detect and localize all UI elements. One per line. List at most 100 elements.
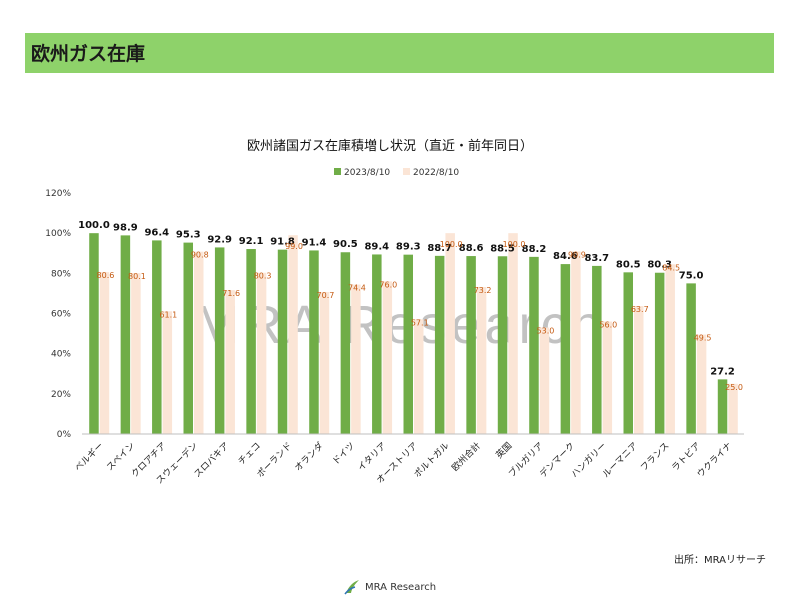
bar-2023 xyxy=(340,252,351,434)
data-label-2023: 84.6 xyxy=(553,251,578,262)
data-label-2023: 27.2 xyxy=(710,366,735,377)
data-label-2022: 80.3 xyxy=(254,272,272,281)
bar-2022 xyxy=(571,251,581,434)
bar-2023 xyxy=(466,256,476,434)
bar-2022 xyxy=(539,327,550,434)
data-label-2023: 88.5 xyxy=(490,243,515,254)
bar-2022 xyxy=(445,233,455,434)
bar-2023 xyxy=(89,233,99,434)
y-tick-label: 60% xyxy=(51,310,71,320)
bar-2023 xyxy=(277,249,288,434)
data-label-2022: 84.5 xyxy=(662,263,680,272)
data-label-2022: 63.7 xyxy=(631,305,649,314)
bar-2023 xyxy=(529,256,539,434)
bar-2022 xyxy=(162,311,173,434)
logo-icon xyxy=(344,580,359,595)
bar-2022 xyxy=(351,284,361,434)
legend-label-2023: 2023/8/10 xyxy=(344,168,390,178)
data-label-2023: 91.4 xyxy=(302,237,327,248)
data-label-2023: 100.0 xyxy=(78,220,110,231)
bar-2023 xyxy=(686,283,696,434)
bar-2022 xyxy=(634,306,644,434)
x-tick-label: 英国 xyxy=(493,440,514,461)
bar-2022 xyxy=(131,273,141,434)
bar-2023 xyxy=(246,249,256,434)
x-tick-label: スペイン xyxy=(105,441,137,473)
x-tick-label: 欧州合計 xyxy=(449,440,483,474)
data-label-2023: 89.3 xyxy=(396,242,421,253)
legend-swatch-2023 xyxy=(334,168,341,175)
legend-label-2022: 2022/8/10 xyxy=(413,168,459,178)
data-label-2022: 53.0 xyxy=(537,327,555,336)
data-label-2022: 71.6 xyxy=(222,289,240,298)
data-label-2022: 99.0 xyxy=(285,242,303,251)
data-label-2023: 88.6 xyxy=(459,243,484,254)
x-tick-label: ベルギー xyxy=(73,440,106,473)
data-label-2023: 88.2 xyxy=(522,244,547,255)
data-label-2023: 98.9 xyxy=(113,222,138,233)
bar-2023 xyxy=(309,250,319,434)
x-axis-labels: ベルギー スペインクロアチアスウェーデンスロバキア チェコポーランドオランダ ドイツイ… xyxy=(73,440,735,487)
legend-swatch-2022 xyxy=(403,168,410,175)
y-tick-label: 80% xyxy=(51,269,71,279)
page-title: 欧州ガス在庫 xyxy=(31,43,146,65)
data-label-2022: 80.6 xyxy=(97,271,115,280)
bar-2023 xyxy=(120,235,131,434)
data-label-2022: 80.1 xyxy=(128,272,146,281)
bar-2023 xyxy=(497,256,508,434)
source-note: 出所：MRAリサーチ xyxy=(673,555,766,566)
data-label-2022: 70.7 xyxy=(317,291,335,300)
data-label-2023: 91.8 xyxy=(270,237,295,248)
x-tick-label: フランス xyxy=(638,440,671,473)
data-label-2022: 100.0 xyxy=(440,240,463,249)
bar-2023 xyxy=(592,265,602,434)
data-label-2022: 76.0 xyxy=(379,280,397,289)
bar-2023 xyxy=(434,255,445,434)
header-banner: 欧州ガス在庫 xyxy=(25,33,774,73)
data-label-2023: 90.5 xyxy=(333,239,358,250)
data-label-2022: 56.0 xyxy=(599,321,617,330)
data-label-2023: 75.0 xyxy=(679,270,704,281)
data-label-2022: 25.0 xyxy=(725,383,743,392)
y-tick-label: 100% xyxy=(45,229,71,239)
data-label-2023: 80.5 xyxy=(616,259,641,270)
bar-2022 xyxy=(696,334,707,434)
footer-logo-text: MRA Research xyxy=(365,581,437,593)
bar-2023 xyxy=(214,247,225,434)
y-tick-label: 20% xyxy=(51,390,71,400)
data-label-2022: 61.1 xyxy=(159,310,177,319)
bar-2022 xyxy=(602,321,613,434)
bar-2022 xyxy=(728,383,738,434)
data-label-2023: 92.1 xyxy=(239,236,264,247)
data-label-2022: 49.5 xyxy=(694,334,712,343)
data-label-2022: 90.9 xyxy=(568,250,586,259)
data-label-2023: 96.4 xyxy=(144,227,169,238)
bar-2023 xyxy=(717,379,728,434)
x-tick-label: ドイツ xyxy=(331,441,357,467)
data-label-2022: 57.1 xyxy=(411,318,429,327)
bar-2022 xyxy=(319,292,330,434)
bar-2023 xyxy=(152,240,162,434)
x-tick-label: オランダ xyxy=(292,440,326,474)
bar-2023 xyxy=(372,254,382,434)
bar-2022 xyxy=(508,233,518,434)
bar-2022 xyxy=(225,290,235,434)
x-tick-label: イタリア xyxy=(356,440,389,473)
bar-2023 xyxy=(183,242,193,434)
data-label-2023: 80.3 xyxy=(647,260,672,271)
data-label-2023: 92.9 xyxy=(207,234,232,245)
bar-2022 xyxy=(414,319,424,434)
data-label-2022: 73.2 xyxy=(474,286,492,295)
y-tick-label: 0% xyxy=(57,430,72,440)
bar-2022 xyxy=(288,235,298,434)
bar-2023 xyxy=(623,272,633,434)
chart-title: 欧州諸国ガス在庫積増し状況（直近・前年同日） xyxy=(247,138,533,154)
bar-2022 xyxy=(256,272,267,434)
data-label-2022: 90.8 xyxy=(191,251,209,260)
bar-2022 xyxy=(99,272,110,434)
y-tick-label: 120% xyxy=(45,189,71,199)
x-tick-label: チェコ xyxy=(236,440,263,467)
data-label-2023: 89.4 xyxy=(364,241,389,252)
bar-2022 xyxy=(665,264,675,434)
